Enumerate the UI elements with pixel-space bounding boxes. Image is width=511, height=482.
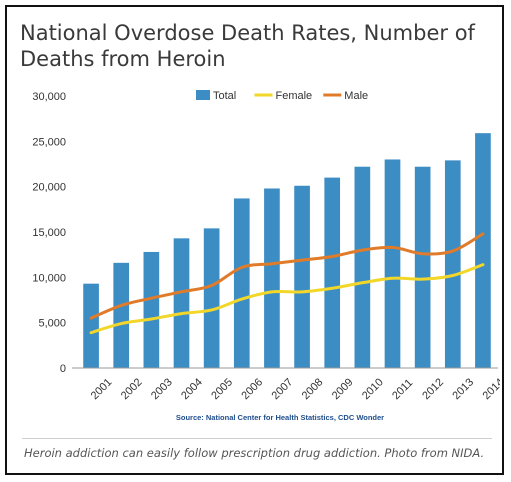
legend-swatch-total — [196, 90, 210, 100]
bar-total-2001 — [83, 283, 99, 368]
line-male — [89, 232, 485, 320]
page-title: National Overdose Death Rates, Number of… — [20, 21, 475, 71]
y-tick-label: 15,000 — [32, 227, 66, 239]
bar-total-2012 — [414, 166, 431, 368]
bar-total-2014 — [475, 133, 491, 368]
y-tick-label: 0 — [60, 363, 66, 375]
x-tick-label: 2002 — [119, 376, 145, 402]
bar-total-2003 — [143, 251, 160, 368]
bar-total-2004 — [173, 238, 190, 368]
y-tick-label: 5,000 — [38, 318, 66, 330]
x-tick-label: 2007 — [270, 376, 296, 402]
chart-legend: Total Female Male — [196, 90, 368, 102]
bar-total-2011 — [384, 159, 401, 368]
x-tick-label: 2012 — [420, 376, 446, 402]
bar-total-2007 — [264, 188, 280, 368]
bar-total-2013 — [444, 160, 461, 368]
legend-label-female: Female — [276, 90, 313, 102]
x-axis: 2001 2002 2003 2004 2005 2006 2007 2008 2009 2010… — [72, 367, 500, 402]
caption-divider — [22, 438, 492, 439]
x-tick-label: 2008 — [300, 376, 326, 402]
x-tick-label: 2013 — [450, 376, 476, 402]
y-tick-label: 10,000 — [32, 272, 66, 284]
bar-total-2010 — [354, 166, 371, 368]
x-tick-label: 2005 — [209, 376, 235, 402]
bars-total — [83, 133, 491, 368]
y-tick-label: 20,000 — [32, 182, 66, 194]
y-tick-label: 25,000 — [32, 136, 66, 148]
series-lines — [89, 232, 485, 335]
y-axis: 0 5,000 10,000 15,000 20,000 25,000 30,000 — [32, 91, 66, 375]
bar-total-2002 — [113, 262, 130, 368]
x-tick-label: 2014 — [481, 376, 500, 402]
x-tick-label: 2001 — [89, 376, 115, 402]
bar-total-2009 — [324, 177, 341, 368]
bar-total-2008 — [294, 185, 310, 368]
x-tick-label: 2006 — [239, 376, 265, 402]
y-tick-label: 30,000 — [32, 91, 66, 103]
legend-label-male: Male — [344, 90, 368, 102]
x-tick-label: 2010 — [360, 376, 386, 402]
line-female — [89, 263, 485, 335]
chart-source: Source: National Center for Health Stati… — [176, 413, 384, 422]
bar-total-2006 — [233, 198, 250, 368]
heroin-deaths-chart: Total Female Male 0 5,000 10,000 15,000 20,000… — [32, 90, 500, 422]
legend-label-total: Total — [213, 90, 236, 102]
x-tick-label: 2003 — [149, 376, 175, 402]
bar-total-2005 — [203, 228, 220, 368]
x-tick-label: 2009 — [330, 376, 356, 402]
image-caption: Heroin addiction can easily follow presc… — [24, 446, 485, 460]
x-tick-label: 2004 — [179, 376, 205, 402]
x-tick-label: 2011 — [390, 377, 415, 402]
